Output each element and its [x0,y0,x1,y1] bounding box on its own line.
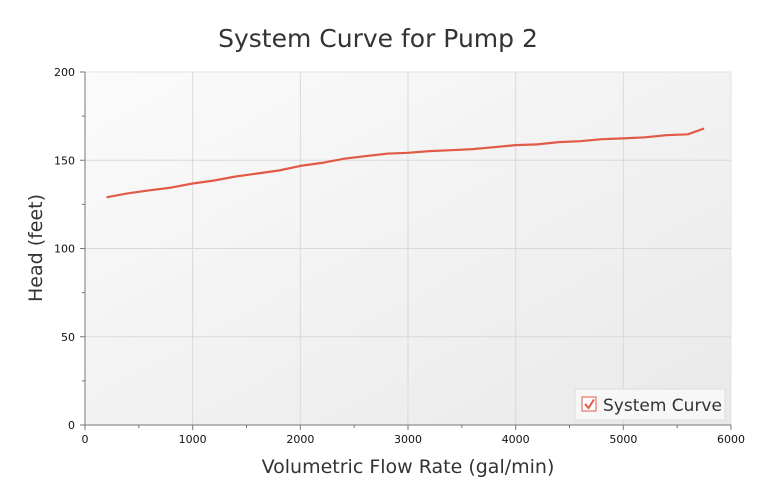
x-tick-label: 2000 [286,433,314,446]
y-axis-label: Head (feet) [25,194,47,302]
x-tick-label: 4000 [502,433,530,446]
y-tick-label: 50 [61,331,75,344]
legend-label: System Curve [603,396,722,416]
x-tick-label: 1000 [179,433,207,446]
series-layer [106,127,705,199]
x-tick-label: 5000 [609,433,637,446]
x-tick-label: 3000 [394,433,422,446]
y-tick-label: 200 [54,66,75,79]
legend-box [574,388,726,421]
x-tick-label: 0 [82,433,89,446]
legend: System Curve [574,388,726,421]
y-tick-label: 150 [54,154,75,167]
system-curve-line [106,127,705,199]
legend-checkbox[interactable] [581,396,597,412]
x-axis-label: Volumetric Flow Rate (gal/min) [262,456,555,478]
x-tick-label: 6000 [717,433,745,446]
y-tick-label: 0 [68,419,75,432]
grid [85,71,732,425]
check-icon [584,398,595,410]
axes: 0 1000 2000 3000 4000 5000 6000 0 50 100 150 200 [54,66,745,446]
chart-title: System Curve for Pump 2 [218,24,538,53]
y-tick-label: 100 [54,243,75,256]
